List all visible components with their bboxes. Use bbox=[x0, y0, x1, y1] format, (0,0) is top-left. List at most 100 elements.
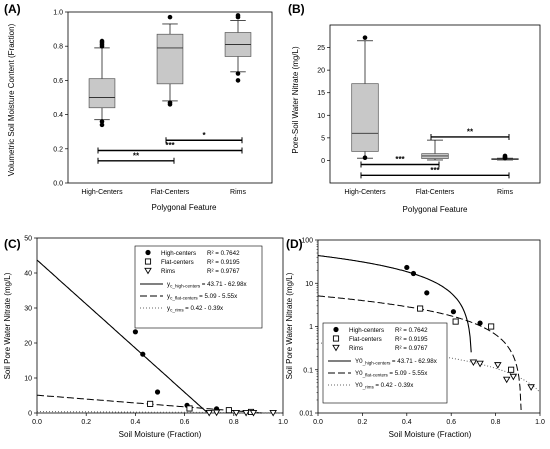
data-point bbox=[205, 410, 213, 417]
y-tick-label: 0.2 bbox=[53, 146, 63, 153]
fit-line bbox=[317, 254, 472, 353]
series-flat-centers bbox=[417, 305, 515, 373]
x-tick-label: 0.2 bbox=[81, 419, 91, 426]
legend-r2-label: R² = 0.7642 bbox=[395, 327, 428, 334]
panel-label: (A) bbox=[4, 2, 21, 16]
data-point bbox=[452, 318, 459, 325]
x-tick-label: 0.8 bbox=[491, 419, 501, 426]
legend-series-label: Rims bbox=[161, 268, 175, 275]
significance-bracket: * bbox=[165, 131, 243, 144]
significance-bracket: *** bbox=[360, 155, 440, 168]
y-tick-label: 50 bbox=[24, 236, 32, 243]
y-tick-label: 20 bbox=[317, 68, 325, 75]
legend-fit-label: Y0_high-centers = 43.71 - 62.98x bbox=[355, 358, 438, 366]
data-point bbox=[424, 290, 430, 296]
y-tick-label: 0.01 bbox=[299, 411, 313, 418]
legend-fit-equation: = 0.42 - 0.39x bbox=[375, 382, 414, 389]
x-tick-label: Flat-Centers bbox=[151, 189, 190, 196]
significance-label: ** bbox=[133, 151, 140, 160]
legend-fit-subscript: c_high-centers bbox=[170, 284, 201, 289]
y-tick-label: 0 bbox=[28, 411, 32, 418]
legend-marker bbox=[144, 267, 152, 275]
legend-fit-equation: = 5.09 - 5.55x bbox=[199, 293, 238, 300]
data-point bbox=[476, 360, 484, 368]
box-flat-centers bbox=[421, 139, 449, 161]
significance-bracket: *** bbox=[360, 166, 510, 179]
data-point bbox=[186, 405, 193, 412]
y-axis-title: Volumetric Soil Moisture Content (Fracti… bbox=[7, 23, 16, 176]
y-tick-label: 0 bbox=[321, 158, 325, 165]
legend-marker bbox=[332, 335, 340, 342]
legend-fit-label: Y0_rims = 0.42 - 0.39x bbox=[355, 382, 414, 390]
significance-bracket: *** bbox=[97, 141, 243, 154]
plot-frame bbox=[329, 24, 541, 184]
legend: High-centers R² = 0.7642 Flat-centers R² = … bbox=[322, 322, 448, 404]
y-axis-title: Soil Pore Water Nitrate (mg/L) bbox=[3, 272, 12, 379]
y-tick-label: 1 bbox=[309, 324, 313, 331]
data-point bbox=[140, 351, 146, 357]
data-point bbox=[154, 389, 161, 395]
legend-series-label: Flat-centers bbox=[349, 336, 382, 343]
legend: High-centers R² = 0.7642 Flat-centers R² = … bbox=[134, 245, 263, 329]
data-point bbox=[508, 366, 515, 373]
x-tick-label: 0.0 bbox=[32, 419, 42, 426]
significance-label: ** bbox=[467, 127, 474, 136]
data-point bbox=[249, 410, 258, 417]
panel-a: (A) Volumetric Soil Moisture Content (Fra… bbox=[4, 2, 273, 212]
legend-marker bbox=[145, 249, 151, 256]
y-tick-label: 15 bbox=[317, 90, 325, 97]
outlier-point bbox=[167, 102, 173, 107]
box-flat-centers bbox=[156, 14, 184, 107]
outlier-point bbox=[235, 78, 241, 83]
x-tick-label: Rims bbox=[497, 189, 513, 196]
legend-fit-subscript: _rims bbox=[362, 385, 375, 390]
y-tick-label: 1.0 bbox=[53, 10, 63, 17]
legend-fit-subscript: c_flat-centers bbox=[170, 296, 198, 301]
y-tick-label: 0.1 bbox=[303, 367, 313, 374]
panel-label: (B) bbox=[288, 2, 305, 16]
y-tick-label: 100 bbox=[301, 238, 313, 245]
data-point bbox=[417, 305, 424, 312]
box-high-centers bbox=[351, 35, 379, 161]
series-rims bbox=[469, 359, 535, 391]
x-tick-label: 0.6 bbox=[446, 419, 456, 426]
x-tick-label: 1.0 bbox=[535, 419, 545, 426]
panel-b: (B) Pore-Soil Water Nitrate (mg/L) Polygon… bbox=[288, 2, 541, 214]
data-point bbox=[477, 320, 483, 326]
legend-r2-label: R² = 0.9767 bbox=[395, 345, 428, 352]
data-point bbox=[488, 323, 495, 330]
y-tick-label: 0.6 bbox=[53, 78, 63, 85]
legend-fit-subscript: c_rims bbox=[170, 308, 184, 313]
significance-label: * bbox=[202, 131, 206, 140]
x-axis-title: Polygonal Feature bbox=[152, 203, 217, 212]
y-tick-label: 10 bbox=[24, 376, 32, 383]
fit-line bbox=[36, 259, 208, 413]
legend-fit-equation: = 5.09 - 5.55x bbox=[389, 370, 428, 377]
legend-box bbox=[322, 322, 448, 404]
x-tick-label: 0.4 bbox=[131, 419, 141, 426]
x-axis-title: Polygonal Feature bbox=[403, 205, 468, 214]
box-high-centers bbox=[88, 38, 116, 128]
y-axis-title: Soil Pore Water Nitrate (mg/L) bbox=[285, 272, 294, 379]
y-tick-label: 40 bbox=[24, 271, 32, 278]
data-point bbox=[269, 410, 277, 417]
outlier-point bbox=[99, 119, 105, 124]
data-point bbox=[450, 309, 457, 315]
significance-label: *** bbox=[395, 155, 405, 164]
x-tick-label: High-Centers bbox=[81, 189, 123, 196]
data-point bbox=[132, 329, 138, 335]
series-rims bbox=[205, 409, 277, 417]
x-tick-label: 0.0 bbox=[313, 419, 323, 426]
x-axis-title: Soil Moisture (Fraction) bbox=[119, 430, 202, 439]
significance-bracket: ** bbox=[430, 127, 510, 140]
panel-d: (D) Soil Pore Water Nitrate (mg/L) Soil Mo… bbox=[285, 237, 545, 439]
x-tick-label: 0.6 bbox=[180, 419, 190, 426]
significance-label: *** bbox=[165, 141, 175, 150]
outlier-point bbox=[99, 122, 105, 128]
series-high-centers bbox=[404, 264, 483, 326]
data-point bbox=[509, 373, 518, 381]
x-tick-label: High-Centers bbox=[344, 189, 386, 196]
legend-r2-label: R² = 0.9195 bbox=[207, 259, 240, 266]
significance-label: *** bbox=[430, 166, 440, 175]
data-point bbox=[410, 270, 417, 277]
